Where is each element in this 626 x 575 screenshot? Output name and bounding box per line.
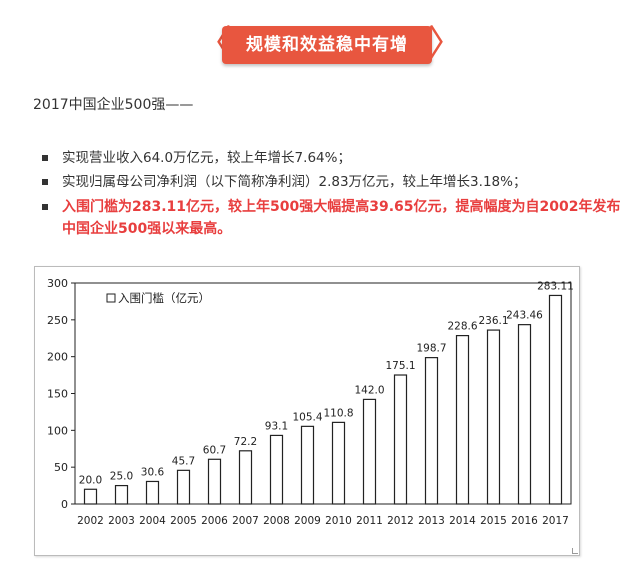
x-tick-label: 2006 <box>201 515 228 527</box>
x-tick-label: 2003 <box>108 515 135 527</box>
x-tick-label: 2013 <box>418 515 445 527</box>
data-label: 236.1 <box>478 315 508 327</box>
data-label: 110.8 <box>323 407 353 419</box>
bar-chart-svg: 0 50 100 150 200 250 300 20.0 2002 25.0 2003 30.6 20… <box>47 277 574 527</box>
y-tick-label: 200 <box>47 351 68 364</box>
section-title: 规模和效益稳中有增 <box>222 26 432 64</box>
bar <box>362 398 377 505</box>
x-tick-label: 2008 <box>263 515 290 527</box>
bar <box>393 374 408 505</box>
x-tick-label: 2016 <box>511 515 538 527</box>
bar <box>176 469 191 505</box>
x-tick-label: 2011 <box>356 515 383 527</box>
bar <box>207 458 222 505</box>
y-tick-label: 100 <box>47 424 68 437</box>
bullet-text-highlight: 入围门槛为283.11亿元，较上年500强大幅提高39.65亿元，提高幅度为自2… <box>62 199 621 237</box>
data-label: 45.7 <box>172 455 195 467</box>
y-tick-label: 250 <box>47 314 68 327</box>
y-tick-label: 50 <box>54 461 68 474</box>
data-label: 175.1 <box>385 360 415 372</box>
data-label: 25.0 <box>110 471 133 483</box>
bar <box>331 421 346 505</box>
legend-swatch <box>106 293 116 303</box>
bar <box>486 329 501 505</box>
x-tick-label: 2004 <box>139 515 166 527</box>
data-label: 243.46 <box>506 310 543 322</box>
bar <box>114 484 129 505</box>
bar <box>269 434 284 505</box>
x-tick-label: 2015 <box>480 515 507 527</box>
bullet-item-threshold: 入围门槛为283.11亿元，较上年500强大幅提高39.65亿元，提高幅度为自2… <box>42 196 622 240</box>
data-label: 72.2 <box>234 436 257 448</box>
data-label: 93.1 <box>265 420 288 432</box>
bar <box>300 425 315 505</box>
data-label: 142.0 <box>354 384 384 396</box>
x-tick-label: 2005 <box>170 515 197 527</box>
x-tick-label: 2017 <box>542 515 569 527</box>
y-tick-label: 150 <box>47 388 68 401</box>
bar <box>145 480 160 505</box>
bullet-text: 实现归属母公司净利润（以下简称净利润）2.83万亿元，较上年增长3.18%； <box>62 174 527 190</box>
bar <box>238 450 253 505</box>
data-label: 228.6 <box>447 321 477 333</box>
bullet-square-icon <box>42 179 48 185</box>
x-tick-label: 2010 <box>325 515 352 527</box>
data-label: 198.7 <box>416 343 446 355</box>
legend-label: 入围门槛（亿元） <box>118 291 210 305</box>
bullet-item-profit: 实现归属母公司净利润（以下简称净利润）2.83万亿元，较上年增长3.18%； <box>42 170 622 194</box>
resize-corner-icon <box>572 548 578 554</box>
right-bracket-icon: 〉 <box>428 23 465 64</box>
y-tick-label: 300 <box>47 277 68 290</box>
data-label: 30.6 <box>141 466 165 478</box>
bullet-square-icon <box>42 204 48 210</box>
bar <box>83 488 98 505</box>
bullet-square-icon <box>42 155 48 161</box>
bullet-list: 实现营业收入64.0万亿元，较上年增长7.64%； 实现归属母公司净利润（以下简… <box>42 146 622 240</box>
section-header: 〈 规模和效益稳中有增 〉 <box>0 24 626 66</box>
x-tick-label: 2014 <box>449 515 476 527</box>
data-label: 283.11 <box>537 280 574 292</box>
bar <box>517 324 532 505</box>
x-tick-label: 2002 <box>77 515 104 527</box>
bar <box>424 357 439 505</box>
x-tick-label: 2007 <box>232 515 259 527</box>
x-tick-label: 2012 <box>387 515 414 527</box>
intro-text: 2017中国企业500强—— <box>33 97 194 113</box>
x-tick-label: 2009 <box>294 515 321 527</box>
data-label: 105.4 <box>292 411 322 423</box>
bullet-item-revenue: 实现营业收入64.0万亿元，较上年增长7.64%； <box>42 146 622 170</box>
data-label: 60.7 <box>203 444 226 456</box>
bullet-text: 实现营业收入64.0万亿元，较上年增长7.64%； <box>62 150 351 166</box>
data-label: 20.0 <box>79 474 102 486</box>
threshold-chart: 0 50 100 150 200 250 300 20.0 2002 25.0 2003 30.6 20… <box>34 266 580 556</box>
y-tick-label: 0 <box>61 498 68 511</box>
bar <box>548 294 563 505</box>
bar <box>455 334 470 505</box>
